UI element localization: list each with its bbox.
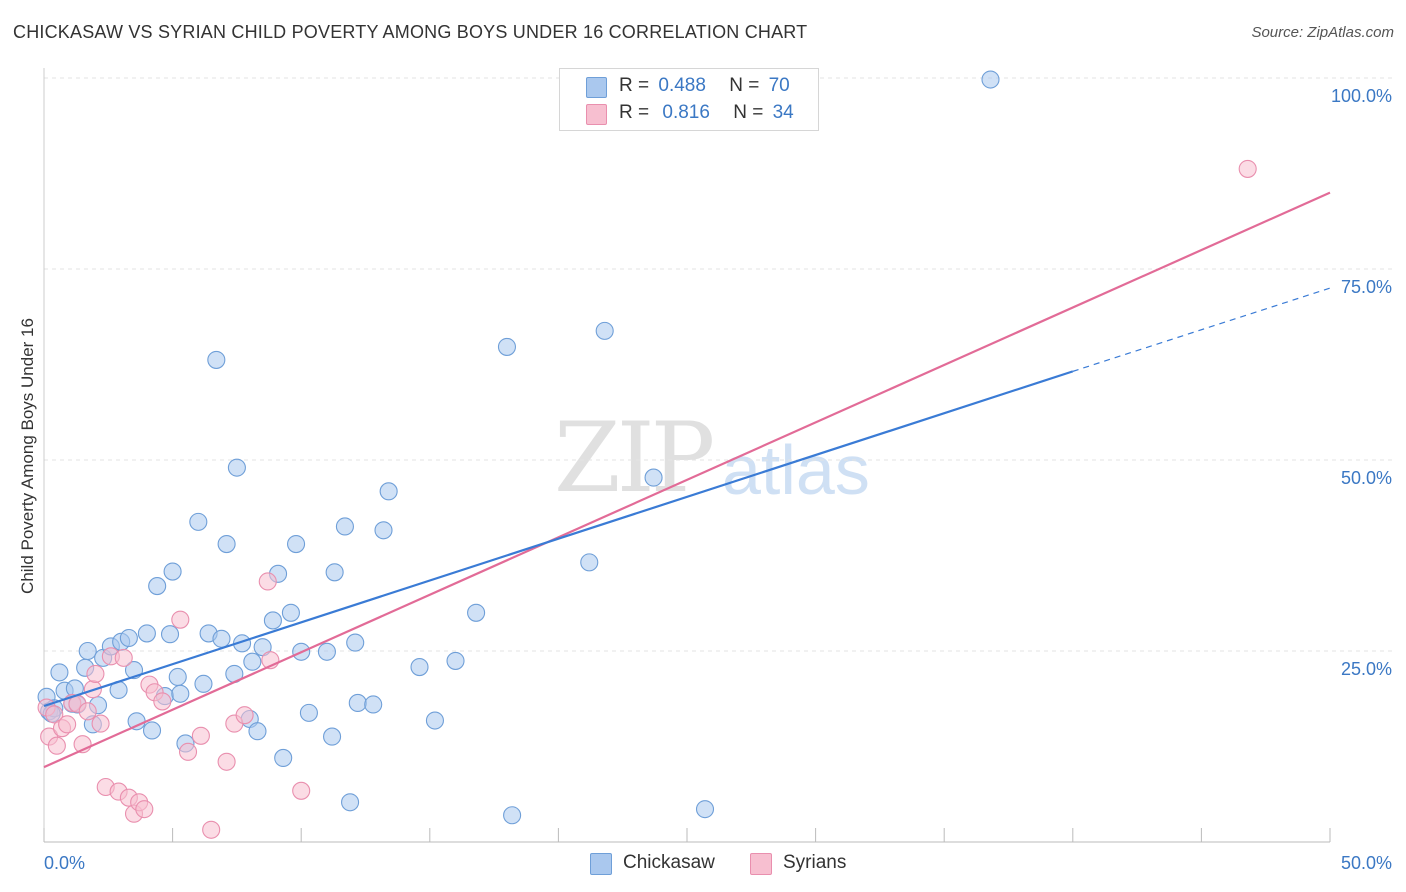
chickasaw-trend-extension [1072, 287, 1331, 372]
series-swatch-chickasaw [590, 853, 612, 875]
syrians-trend-line [43, 191, 1331, 769]
chickasaw-point [163, 562, 182, 581]
chickasaw-point [160, 625, 180, 644]
watermark-atlas: atlas [722, 431, 870, 509]
syrians-point [258, 572, 277, 591]
legend-text-chickasaw: R = 0.488 N = 70 [619, 75, 790, 97]
syrians-point [135, 800, 154, 819]
tick-labels: 25.0% 50.0% 75.0% 100.0% 0.0% 50.0% [44, 86, 1392, 873]
legend-swatch-chickasaw [586, 77, 607, 98]
chickasaw-trend-line [43, 370, 1074, 708]
chickasaw-point [274, 748, 293, 768]
legend-swatch-syrians [586, 104, 607, 125]
syrians-point [217, 752, 236, 771]
chickasaw-points [37, 70, 1000, 825]
chickasaw-point [263, 611, 282, 630]
legend-r-label: R = [619, 75, 650, 96]
y-tick-label: 25.0% [1341, 659, 1392, 679]
chickasaw-point [374, 521, 393, 540]
chickasaw-point [335, 517, 354, 536]
chickasaw-point [323, 727, 342, 746]
chickasaw-point [119, 628, 138, 648]
grid-lines [44, 77, 1392, 652]
x-tick-label: 50.0% [1341, 853, 1392, 873]
syrians-point [1238, 159, 1257, 178]
chickasaw-point [410, 657, 429, 677]
source-credit: Source: ZipAtlas.com [1251, 24, 1394, 41]
syrians-point [58, 715, 77, 734]
legend-r-value-chickasaw: 0.488 [658, 75, 706, 96]
chickasaw-point [379, 482, 398, 501]
chickasaw-point [194, 674, 213, 693]
chickasaw-point [299, 703, 318, 722]
y-tick-label: 75.0% [1341, 277, 1392, 297]
chickasaw-point [207, 350, 226, 369]
legend-r-value-syrians: 0.816 [662, 102, 710, 123]
series-swatch-syrians [750, 853, 772, 875]
chickasaw-point [248, 722, 267, 741]
chickasaw-point [148, 577, 167, 596]
syrians-point [178, 742, 198, 761]
chickasaw-point [281, 603, 300, 622]
chickasaw-point [217, 534, 236, 554]
chickasaw-point [346, 633, 365, 652]
y-tick-label: 100.0% [1331, 86, 1392, 106]
legend-n-value-syrians: 34 [772, 102, 794, 123]
chickasaw-point [467, 603, 486, 622]
syrians-point [153, 692, 172, 711]
series-label-chickasaw: Chickasaw [623, 852, 715, 873]
chickasaw-point [171, 684, 190, 703]
syrians-point [292, 781, 311, 800]
syrians-point [78, 702, 97, 721]
legend-n-value-chickasaw: 70 [768, 75, 790, 96]
legend-r-label: R = [619, 102, 650, 123]
y-tick-label: 50.0% [1341, 468, 1392, 488]
chickasaw-point [243, 652, 262, 671]
chickasaw-point [425, 711, 444, 730]
chickasaw-point [644, 468, 663, 487]
chickasaw-point [981, 70, 1000, 89]
chickasaw-point [503, 806, 522, 825]
syrians-point [235, 706, 254, 725]
legend-text-syrians: R = 0.816 N = 34 [619, 102, 794, 124]
chickasaw-point [595, 321, 614, 340]
syrians-points [37, 159, 1257, 839]
chickasaw-point [497, 337, 517, 356]
chickasaw-point [287, 534, 306, 554]
syrians-point [86, 664, 105, 683]
chickasaw-point [78, 641, 97, 661]
chickasaw-point [137, 624, 156, 643]
chickasaw-point [325, 563, 344, 582]
chickasaw-point [168, 667, 187, 687]
syrians-point [171, 610, 190, 629]
chickasaw-point [364, 695, 383, 714]
chickasaw-point [446, 651, 465, 670]
syrians-point [47, 736, 66, 755]
chickasaw-point [580, 553, 599, 572]
syrians-point [45, 705, 64, 724]
chickasaw-point [695, 800, 715, 819]
syrians-point [114, 648, 133, 667]
series-label-syrians: Syrians [783, 852, 847, 873]
chickasaw-point [142, 721, 162, 740]
x-tick-label: 0.0% [44, 853, 85, 873]
chickasaw-point [348, 693, 367, 713]
chickasaw-point [212, 629, 231, 648]
chart-title: CHICKASAW VS SYRIAN CHILD POVERTY AMONG … [13, 22, 808, 42]
chickasaw-point [341, 793, 360, 812]
chickasaw-point [317, 642, 336, 661]
chickasaw-point [189, 512, 208, 531]
stats-legend: R = 0.488 N = 70 R = 0.816 N = 34 [559, 68, 819, 131]
chickasaw-point [50, 663, 69, 682]
syrians-point [191, 726, 210, 745]
chickasaw-point [227, 458, 246, 477]
syrians-point [202, 820, 221, 839]
trend-lines [43, 191, 1331, 769]
syrians-point [91, 714, 110, 733]
legend-n-label: N = [729, 75, 760, 96]
legend-n-label: N = [733, 102, 764, 123]
